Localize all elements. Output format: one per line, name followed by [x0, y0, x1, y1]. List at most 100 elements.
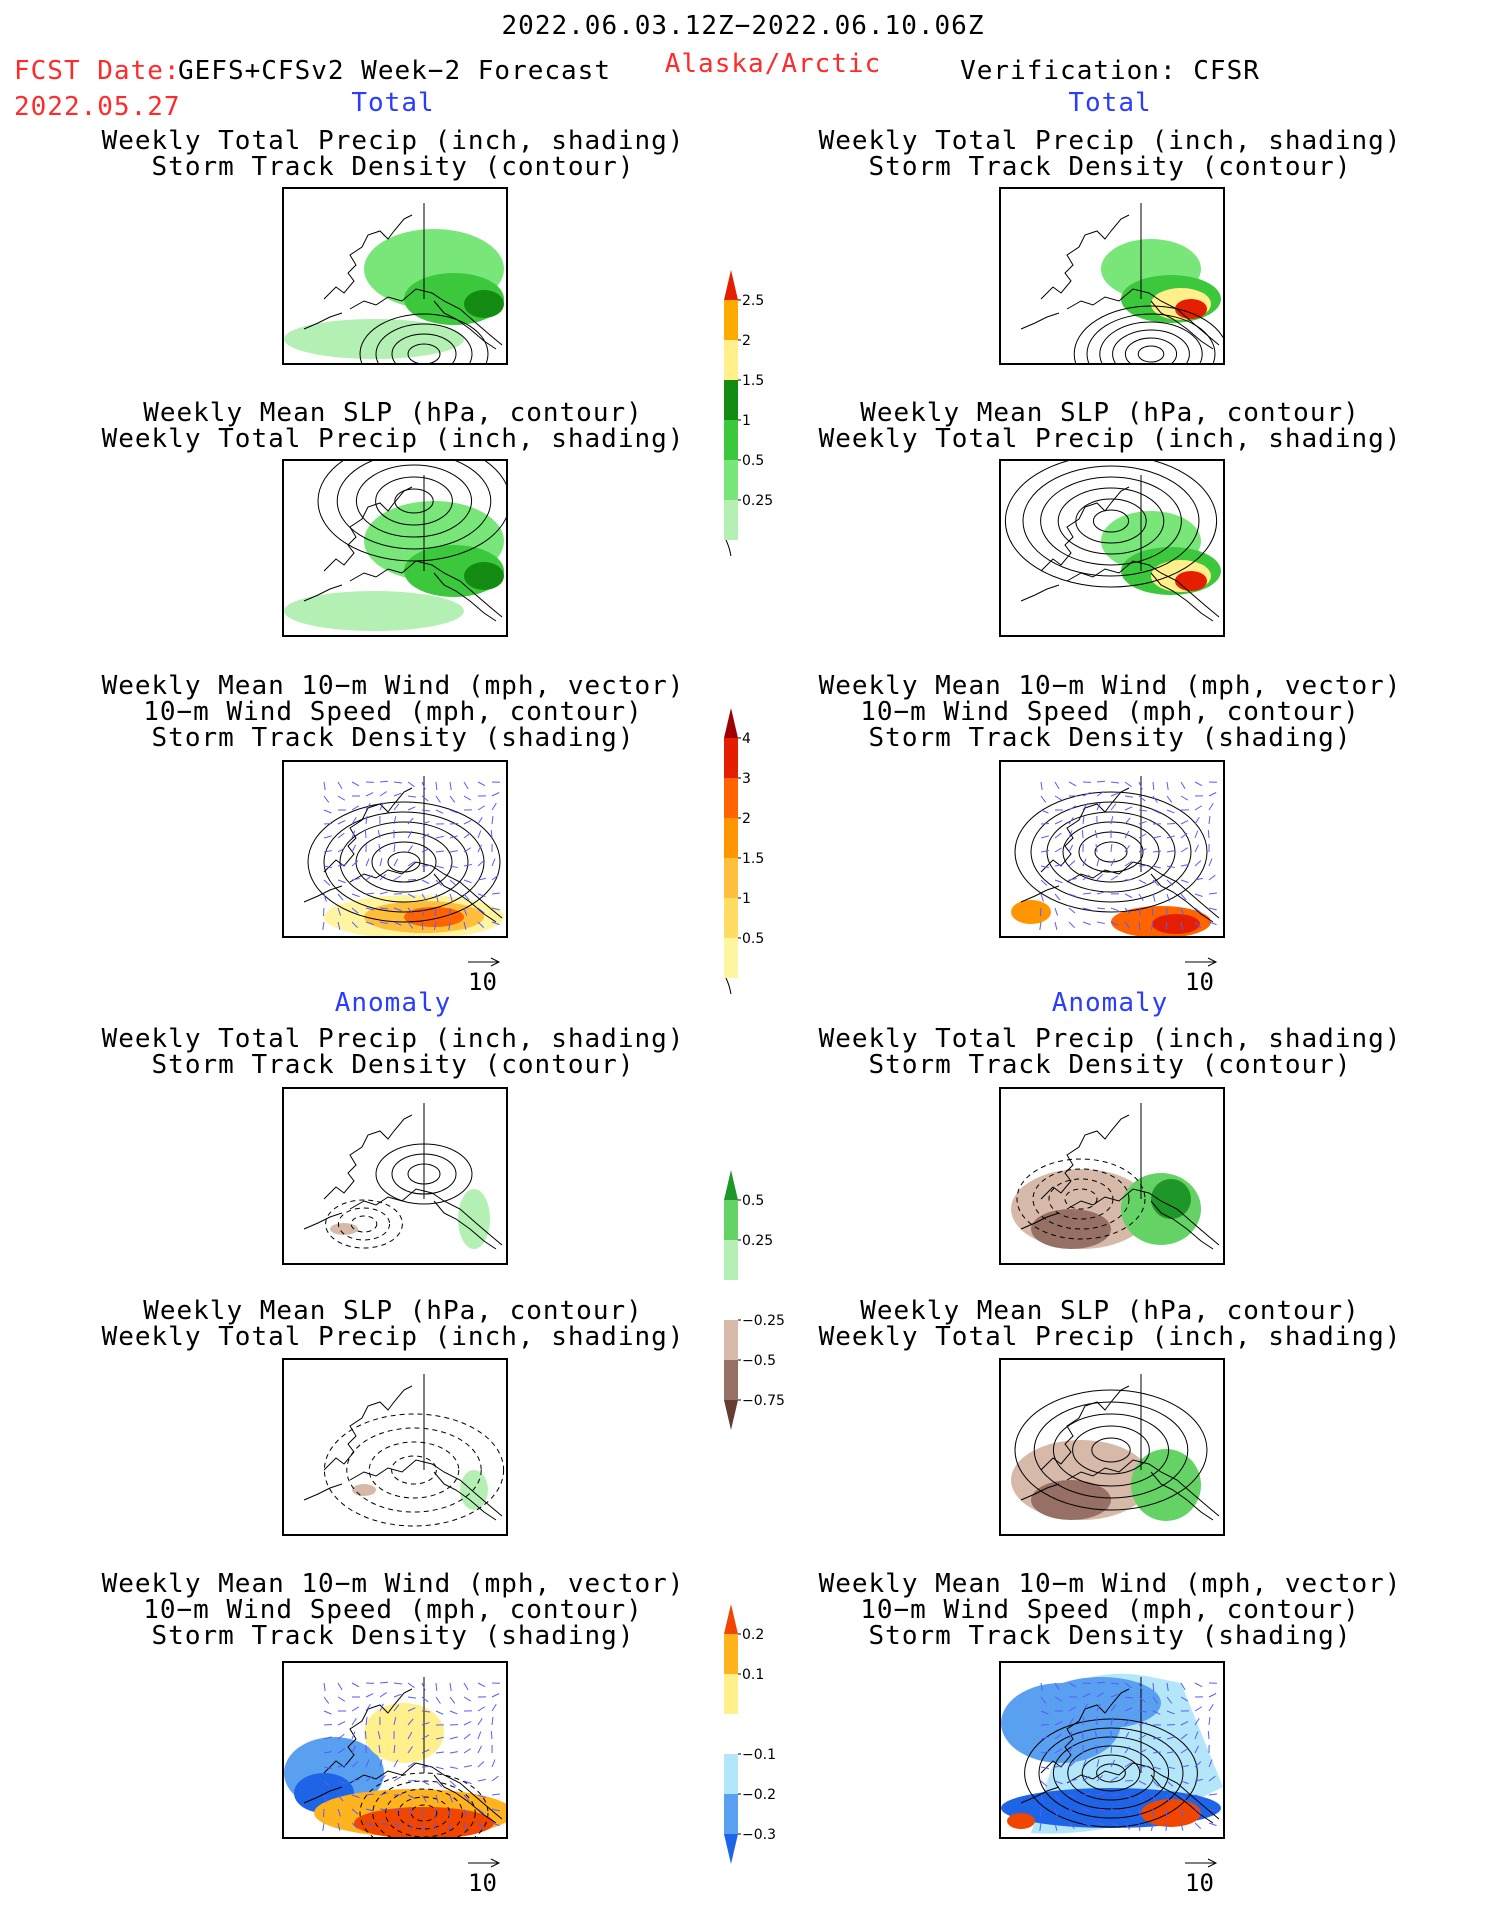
- total-verification-slp-precip-map: [999, 459, 1225, 637]
- colorbar-tick-label: 2: [742, 333, 751, 349]
- forecast-model: GEFS+CFSv2 Week−2 Forecast: [178, 56, 611, 86]
- colorbar-segment: [724, 708, 738, 738]
- panel-title-line: 10−m Wind Speed (mph, contour): [143, 1595, 643, 1625]
- panel-title-line: Storm Track Density (shading): [151, 1621, 635, 1651]
- vector-reference-arrow: [1185, 957, 1218, 967]
- vector-reference-label: 10: [1185, 968, 1214, 996]
- panel-title-line: Weekly Mean 10−m Wind (mph, vector): [101, 1569, 685, 1599]
- panel-title-line: 10−m Wind Speed (mph, contour): [860, 1595, 1360, 1625]
- colorbar-tick-label: −0.2: [742, 1787, 776, 1803]
- panel-title-line: Weekly Total Precip (inch, shading): [101, 1322, 685, 1352]
- anomaly-forecast-slp-precip-map: [282, 1358, 508, 1536]
- colorbar-tick-label: 0.5: [742, 1193, 764, 1209]
- colorbar-segment: [724, 898, 738, 938]
- colorbar-total-precip: 0.25 0.5 1 1.5 2 2.5: [724, 270, 773, 556]
- colorbar-segment: [724, 1754, 738, 1794]
- panel-title-line: Weekly Total Precip (inch, shading): [818, 424, 1402, 454]
- panel-title-line: Weekly Mean SLP (hPa, contour): [143, 1296, 643, 1326]
- colorbar-segment: [724, 1794, 738, 1834]
- colorbar-tick-label: −0.1: [742, 1747, 776, 1763]
- section-anomaly-right: Anomaly: [1051, 988, 1169, 1018]
- panel-title-line: Weekly Total Precip (inch, shading): [818, 1024, 1402, 1054]
- colorbar-tick-label: 1: [742, 891, 751, 907]
- colorbar-tick-label: −0.75: [742, 1393, 785, 1409]
- colorbar-segment: [724, 1400, 738, 1430]
- colorbar-tick-label: 2: [742, 811, 751, 827]
- section-total-left: Total: [351, 88, 435, 118]
- panel-title-line: Storm Track Density (contour): [868, 152, 1352, 182]
- colorbar-segment: [724, 1280, 738, 1320]
- total-forecast-slp-precip-map: [282, 459, 508, 637]
- colorbar-tick-label: 1.5: [742, 851, 764, 867]
- colorbar-segment: [724, 1240, 738, 1280]
- anomaly-verification-precip-track-map: [999, 1087, 1225, 1265]
- panel-title-line: Weekly Mean 10−m Wind (mph, vector): [818, 1569, 1402, 1599]
- panel-title-line: Weekly Mean SLP (hPa, contour): [860, 398, 1360, 428]
- total-verification-wind-track-map: [999, 760, 1225, 938]
- colorbar-tick-label: 0.25: [742, 1233, 773, 1249]
- section-anomaly-left: Anomaly: [334, 988, 452, 1018]
- colorbar-tick-label: 0.1: [742, 1667, 764, 1683]
- vector-reference-label: 10: [468, 968, 497, 996]
- colorbar-segment: [724, 1604, 738, 1634]
- colorbar-tick-label: 2.5: [742, 293, 764, 309]
- anomaly-forecast-precip-track-map: [282, 1087, 508, 1265]
- total-forecast-wind-track-map: [282, 760, 508, 938]
- colorbar-tick-label: 0.5: [742, 931, 764, 947]
- colorbar-tick-label: 4: [742, 731, 751, 747]
- colorbar-tick-label: 0.3: [742, 1600, 764, 1603]
- vector-reference-label: 10: [468, 1869, 497, 1897]
- colorbar-segment: [724, 738, 738, 778]
- colorbar-segment: [724, 818, 738, 858]
- colorbar-tick-label: −0.25: [742, 1313, 785, 1329]
- colorbar-segment: [724, 1360, 738, 1400]
- total-verification-precip-track-map: [999, 187, 1225, 365]
- panel-title-line: Weekly Total Precip (inch, shading): [818, 1322, 1402, 1352]
- colorbar-segment: [724, 778, 738, 818]
- colorbar-segment: [724, 460, 738, 500]
- panel-title-line: Weekly Total Precip (inch, shading): [101, 1024, 685, 1054]
- colorbar-segment: [724, 300, 738, 340]
- colorbar-segment: [724, 420, 738, 460]
- colorbar-tick-label: 0.5: [742, 453, 764, 469]
- colorbar-segment: [724, 380, 738, 420]
- panel-title-line: Weekly Mean SLP (hPa, contour): [143, 398, 643, 428]
- region-label: Alaska/Arctic: [664, 49, 882, 79]
- vector-reference-arrow: [468, 1858, 501, 1868]
- anomaly-forecast-wind-track-map: [282, 1661, 508, 1839]
- colorbar-tick-label: 0.2: [742, 1627, 764, 1643]
- verification-label: Verification: CFSR: [960, 56, 1260, 86]
- colorbar-segment: [724, 938, 738, 978]
- total-forecast-precip-track-map: [282, 187, 508, 365]
- panel-title-line: Storm Track Density (shading): [151, 723, 635, 753]
- fcst-date: 2022.05.27: [14, 92, 181, 122]
- colorbar-segment: [724, 1634, 738, 1674]
- colorbar-tick-label: 3: [742, 771, 751, 787]
- panel-title-line: Storm Track Density (contour): [151, 1050, 635, 1080]
- panel-title-line: Weekly Total Precip (inch, shading): [818, 126, 1402, 156]
- panel-title-line: 10−m Wind Speed (mph, contour): [143, 697, 643, 727]
- colorbar-segment: [724, 858, 738, 898]
- colorbar-anomaly-storm-track: −0.3 −0.2 −0.1 0.1 0.2 0.3: [724, 1600, 776, 1864]
- colorbar-tick-label: 0.25: [742, 493, 773, 509]
- colorbar-anomaly-precip: −0.75 −0.5 −0.25 0.25 0.5 0.75: [724, 1166, 785, 1430]
- vector-reference-arrow: [468, 957, 501, 967]
- colorbar-tick-label: 0.75: [742, 1166, 773, 1169]
- panel-title-line: Weekly Total Precip (inch, shading): [101, 424, 685, 454]
- colorbar-segment: [724, 1170, 738, 1200]
- panel-title-line: Weekly Mean 10−m Wind (mph, vector): [101, 671, 685, 701]
- colorbar-tick-label: 1: [742, 413, 751, 429]
- anomaly-verification-slp-precip-map: [999, 1358, 1225, 1536]
- colorbar-segment: [724, 270, 738, 300]
- period-title: 2022.06.03.12Z−2022.06.10.06Z: [501, 11, 985, 41]
- panel-title-line: Storm Track Density (shading): [868, 1621, 1352, 1651]
- vector-reference-label: 10: [1185, 1869, 1214, 1897]
- vector-reference-arrow: [1185, 1858, 1218, 1868]
- colorbar-tick-label: 1.5: [742, 373, 764, 389]
- section-total-right: Total: [1068, 88, 1152, 118]
- colorbar-segment: [724, 500, 738, 540]
- colorbar-segment: [724, 1320, 738, 1360]
- panel-title-line: Storm Track Density (shading): [868, 723, 1352, 753]
- colorbar-segment: [724, 1200, 738, 1240]
- panel-title-line: Weekly Mean 10−m Wind (mph, vector): [818, 671, 1402, 701]
